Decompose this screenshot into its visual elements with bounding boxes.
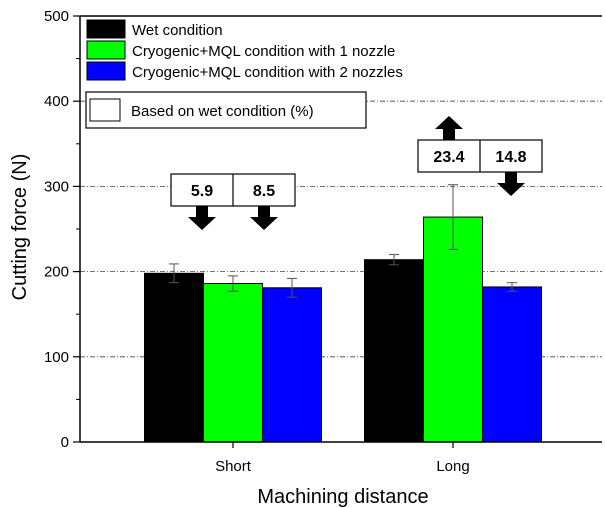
annotations: 5.9 8.5 23.4 14.8 xyxy=(170,116,543,230)
bar xyxy=(144,272,204,443)
legend-label: Cryogenic+MQL condition with 1 nozzle xyxy=(132,43,395,60)
note-box xyxy=(85,91,367,129)
legend-swatch xyxy=(86,19,126,39)
x-tick-label: Long xyxy=(436,458,469,475)
arrow-up-icon xyxy=(435,116,463,140)
legend-label: Wet condition xyxy=(132,22,223,39)
y-tick-label: 300 xyxy=(44,178,69,195)
bar xyxy=(262,287,322,443)
legend: Wet condition Cryogenic+MQL condition wit… xyxy=(85,19,403,129)
arrow-down-icon xyxy=(497,172,525,196)
note-swatch xyxy=(89,98,121,122)
y-axis-title: Cutting force (N) xyxy=(9,154,31,301)
note-label: Based on wet condition (%) xyxy=(131,103,314,120)
y-tick-label: 200 xyxy=(44,264,69,281)
arrow-down-icon xyxy=(250,206,278,230)
bars xyxy=(144,216,542,443)
annotation-value: 5.9 xyxy=(191,183,213,200)
bar xyxy=(482,286,542,443)
x-axis-title: Machining distance xyxy=(257,486,428,508)
bar xyxy=(364,259,424,443)
axes: Short Long 0 100 200 300 400 500 xyxy=(44,8,602,475)
y-tick-label: 500 xyxy=(44,8,69,25)
y-tick-label: 400 xyxy=(44,93,69,110)
annotation-value: 14.8 xyxy=(495,149,526,166)
y-tick-label: 100 xyxy=(44,349,69,366)
y-tick-label: 0 xyxy=(61,434,69,451)
annotation-value: 23.4 xyxy=(433,149,464,166)
legend-swatch xyxy=(86,40,126,60)
arrow-down-icon xyxy=(188,206,216,230)
bar xyxy=(423,216,483,443)
legend-swatch xyxy=(86,61,126,81)
bar xyxy=(203,283,263,443)
legend-label: Cryogenic+MQL condition with 2 nozzles xyxy=(132,64,403,81)
x-tick-label: Short xyxy=(215,458,252,475)
annotation-value: 8.5 xyxy=(253,183,275,200)
error-bars xyxy=(169,184,517,298)
